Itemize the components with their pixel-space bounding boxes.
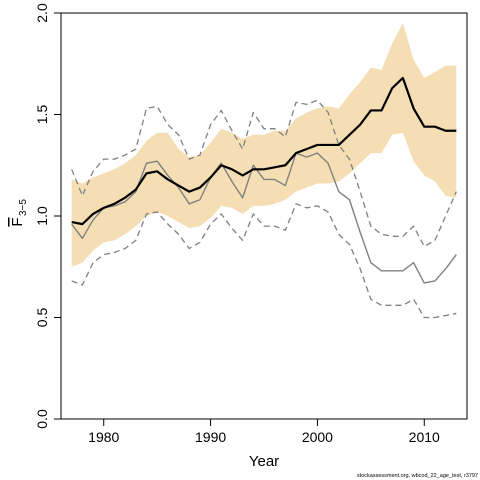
y-axis: 0.0 0.5 1.0 1.5 2.0: [34, 3, 61, 429]
x-tick-label: 2000: [302, 429, 333, 445]
y-tick-label: 0.0: [34, 409, 50, 429]
y-axis-title-main: F: [9, 217, 26, 226]
y-axis-title-subscript: 3−5: [18, 199, 29, 216]
x-tick-label: 1980: [88, 429, 119, 445]
series-lines-layer: [71, 76, 457, 319]
y-tick-label: 1.5: [34, 105, 50, 125]
retro-upper-line: [71, 99, 457, 248]
source-footnote: stockassessment.org, wbcod_22_age_test, …: [357, 473, 478, 479]
y-tick-label: 1.0: [34, 206, 50, 226]
retro-estimate-line: [71, 152, 457, 284]
y-axis-title: F 3−5: [9, 199, 29, 227]
x-axis: 1980 1990 2000 2010: [88, 419, 440, 445]
x-tick-label: 1990: [195, 429, 226, 445]
confidence-band: [71, 23, 457, 267]
x-tick-label: 2010: [409, 429, 440, 445]
y-tick-label: 0.5: [34, 308, 50, 328]
confidence-band-layer: [71, 23, 457, 267]
y-tick-label: 2.0: [34, 3, 50, 23]
x-axis-title: Year: [249, 453, 279, 470]
estimate-line: [71, 76, 457, 226]
retro-lower-line: [71, 203, 457, 319]
